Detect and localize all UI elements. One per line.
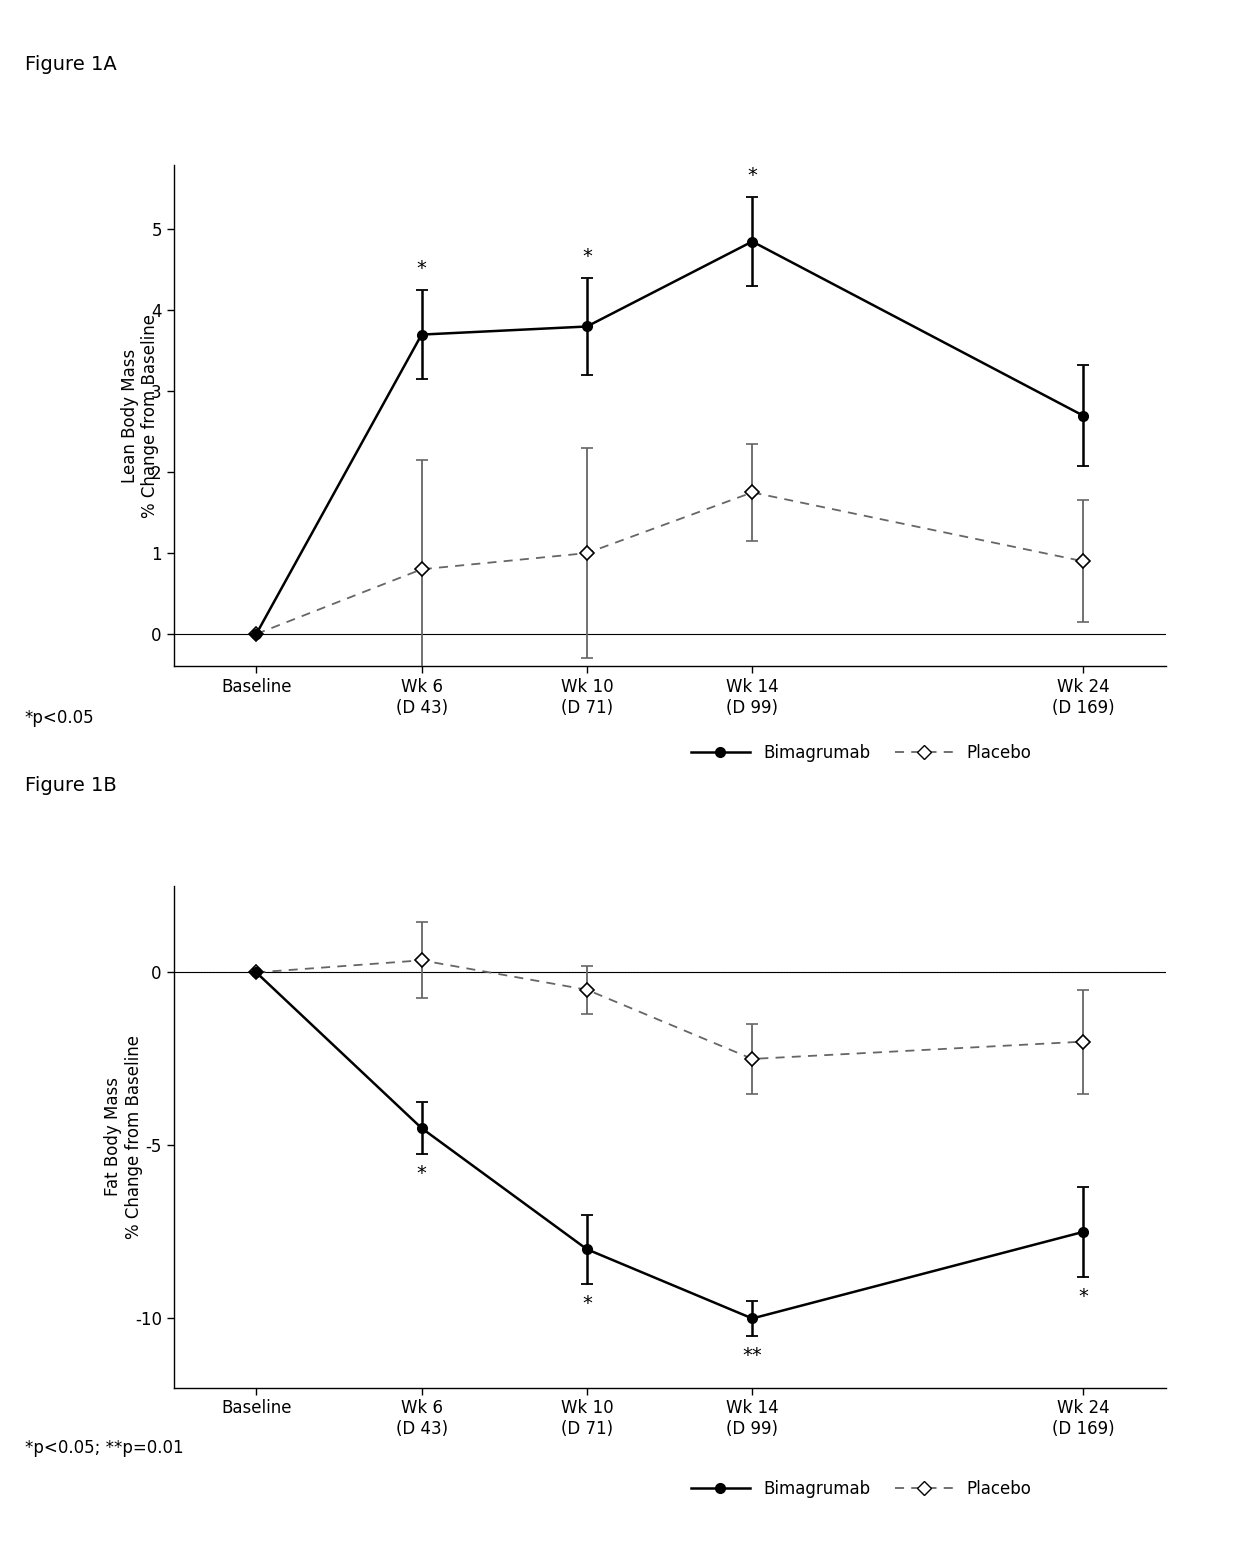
Y-axis label: Lean Body Mass
% Change from Baseline: Lean Body Mass % Change from Baseline — [120, 314, 160, 517]
Text: *p<0.05: *p<0.05 — [25, 709, 94, 726]
Text: *: * — [417, 259, 427, 278]
Legend: Bimagrumab, Placebo: Bimagrumab, Placebo — [684, 1474, 1038, 1505]
Text: *: * — [1078, 1287, 1087, 1306]
Text: Figure 1A: Figure 1A — [25, 55, 117, 74]
Legend: Bimagrumab, Placebo: Bimagrumab, Placebo — [684, 737, 1038, 768]
Text: *: * — [417, 1165, 427, 1184]
Text: Figure 1B: Figure 1B — [25, 776, 117, 795]
Text: *: * — [582, 1294, 591, 1314]
Text: **: ** — [743, 1347, 763, 1366]
Text: *: * — [582, 246, 591, 267]
Text: *p<0.05; **p=0.01: *p<0.05; **p=0.01 — [25, 1439, 184, 1457]
Y-axis label: Fat Body Mass
% Change from Baseline: Fat Body Mass % Change from Baseline — [104, 1035, 143, 1239]
Text: *: * — [748, 166, 758, 185]
